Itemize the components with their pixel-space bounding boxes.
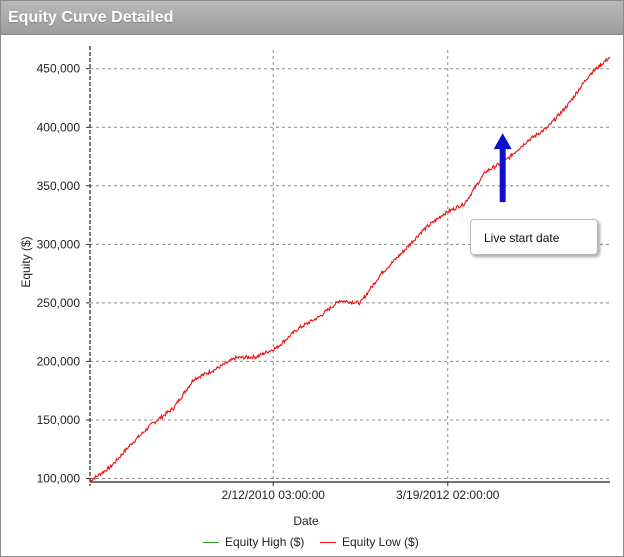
series-lines [89,56,611,483]
y-tick-label: 400,000 [37,120,81,134]
y-tick-label: 100,000 [37,471,81,485]
y-axis-label: Equity ($) [19,236,33,287]
legend: Equity High ($) Equity Low ($) [0,535,624,553]
axes: 100,000 150,000 200,000 250,000 300,000 350,0… [37,46,610,502]
y-tick-label: 350,000 [37,179,81,193]
y-tick-label: 450,000 [37,62,81,76]
live-start-callout: Live start date [470,219,598,255]
arrow-head [493,133,512,150]
y-tick-label: 150,000 [37,413,81,427]
y-tick-label: 200,000 [37,354,81,368]
grid-lines [90,50,610,482]
y-tick-label: 250,000 [37,296,81,310]
legend-swatch-equity-low [320,542,336,543]
legend-label-equity-high: Equity High ($) [225,535,305,549]
callout-text: Live start date [484,231,560,245]
title-bar: Equity Curve Detailed [1,1,623,35]
equity-low-line [89,56,611,483]
legend-swatch-equity-high [203,542,219,543]
x-axis-label: Date [293,514,319,528]
x-tick-label: 3/19/2012 02:00:00 [396,488,500,502]
legend-label-equity-low: Equity Low ($) [342,535,419,549]
y-tick-label: 300,000 [37,237,81,251]
arrow-shaft [499,147,506,203]
live-start-arrow [493,133,512,203]
x-tick-label: 2/12/2010 03:00:00 [221,488,325,502]
window-title: Equity Curve Detailed [8,9,174,26]
